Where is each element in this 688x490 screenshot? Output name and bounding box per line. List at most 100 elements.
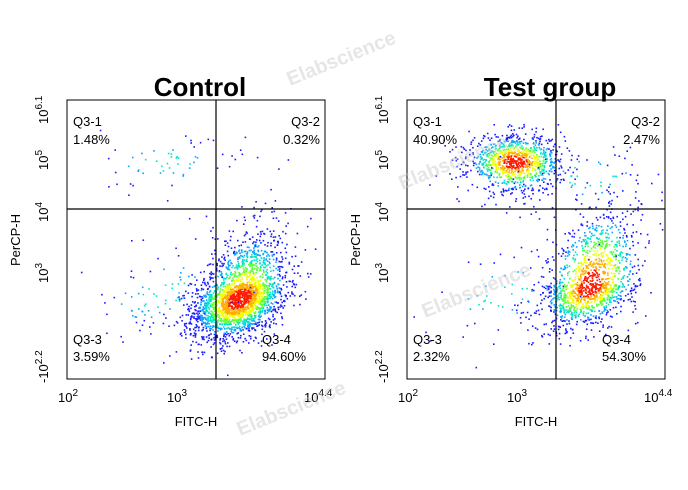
event-dot — [157, 257, 159, 260]
event-dot — [235, 308, 238, 311]
event-dot — [293, 265, 295, 267]
event-dot — [525, 156, 527, 159]
event-dot — [266, 292, 269, 295]
event-dot — [530, 213, 533, 215]
event-dot — [591, 222, 594, 225]
event-dot — [227, 263, 229, 265]
event-dot — [600, 284, 603, 286]
event-dot — [235, 297, 237, 300]
event-dot — [187, 314, 190, 316]
event-dot — [265, 270, 267, 273]
event-dot — [488, 186, 490, 188]
event-dot — [213, 339, 216, 341]
event-dot — [249, 295, 251, 297]
event-dot — [226, 314, 229, 316]
event-dot — [601, 294, 603, 297]
event-dot — [582, 273, 585, 276]
event-dot — [281, 305, 283, 308]
event-dot — [566, 323, 568, 325]
event-dot — [491, 158, 493, 160]
event-dot — [550, 306, 552, 309]
event-dot — [254, 316, 257, 318]
event-dot — [267, 298, 269, 301]
event-dot — [267, 241, 269, 244]
event-dot — [615, 243, 618, 246]
event-dot — [554, 161, 556, 163]
event-dot — [262, 276, 264, 279]
event-dot — [551, 321, 553, 324]
event-dot — [498, 174, 501, 176]
event-dot — [507, 140, 510, 143]
event-dot — [460, 163, 463, 166]
event-dot — [527, 142, 529, 145]
event-dot — [575, 316, 577, 318]
event-dot — [250, 320, 253, 322]
event-dot — [279, 237, 282, 240]
event-dot — [244, 301, 246, 304]
event-dot — [267, 253, 269, 256]
event-dot — [176, 156, 178, 158]
event-dot — [239, 349, 241, 352]
event-dot — [224, 350, 226, 353]
event-dot — [261, 230, 264, 233]
event-dot — [253, 283, 255, 285]
event-dot — [196, 279, 198, 281]
event-dot — [621, 212, 624, 214]
event-dot — [498, 172, 501, 175]
event-dot — [228, 312, 230, 314]
event-dot — [196, 325, 198, 327]
event-dot — [258, 324, 261, 326]
event-dot — [515, 309, 518, 312]
event-dot — [281, 266, 284, 269]
event-dot — [473, 162, 475, 164]
event-dot — [629, 271, 631, 273]
event-dot — [587, 300, 589, 303]
event-dot — [606, 242, 608, 245]
event-dot — [607, 225, 609, 227]
event-dot — [248, 284, 251, 287]
event-dot — [250, 314, 253, 316]
event-dot — [559, 160, 561, 163]
event-dot — [556, 314, 559, 317]
event-dot — [198, 317, 201, 320]
event-dot — [598, 317, 601, 320]
event-dot — [207, 312, 210, 315]
event-dot — [238, 245, 240, 247]
event-dot — [222, 312, 225, 314]
event-dot — [566, 247, 569, 249]
event-dot — [476, 157, 478, 159]
event-dot — [284, 247, 287, 250]
event-dot — [580, 223, 582, 226]
event-dot — [188, 275, 190, 278]
event-dot — [224, 306, 227, 309]
event-dot — [178, 299, 181, 301]
event-dot — [492, 161, 495, 163]
event-dot — [244, 308, 247, 311]
event-dot — [606, 278, 608, 280]
event-dot — [168, 325, 170, 327]
event-dot — [261, 324, 263, 327]
event-dot — [259, 307, 261, 309]
quadrant-label-q3-1: Q3-1 — [73, 114, 102, 129]
event-dot — [202, 321, 205, 323]
event-dot — [596, 274, 599, 276]
event-dot — [240, 244, 243, 247]
event-dot — [193, 161, 195, 164]
event-dot — [129, 183, 132, 185]
event-dot — [272, 294, 275, 296]
event-dot — [536, 164, 538, 167]
event-dot — [158, 311, 161, 314]
event-dot — [480, 140, 483, 142]
event-dot — [515, 169, 518, 171]
event-dot — [262, 269, 265, 272]
event-dot — [639, 283, 642, 285]
event-dot — [598, 260, 601, 262]
event-dot — [606, 208, 608, 211]
event-dot — [223, 281, 226, 283]
event-dot — [256, 306, 259, 308]
event-dot — [485, 148, 487, 151]
event-dot — [606, 309, 609, 312]
event-dot — [225, 301, 227, 304]
event-dot — [615, 285, 618, 287]
event-dot — [523, 124, 525, 126]
